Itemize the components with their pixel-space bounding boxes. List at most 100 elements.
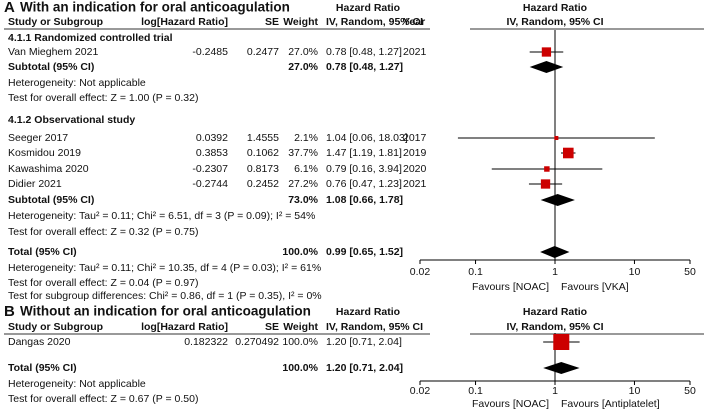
year: 2020 xyxy=(403,163,427,175)
row-label: Subtotal (95% CI) xyxy=(8,194,94,206)
pooled-diamond xyxy=(540,194,575,206)
x-tick-label: 50 xyxy=(684,266,696,278)
row-label: Test for overall effect: Z = 0.67 (P = 0… xyxy=(8,393,198,405)
study-marker xyxy=(544,166,550,172)
weight: 2.1% xyxy=(294,132,318,144)
row-label: Test for overall effect: Z = 0.04 (P = 0… xyxy=(8,277,198,289)
weight: 27.0% xyxy=(288,46,318,58)
weight: 73.0% xyxy=(288,194,318,206)
x-tick-label: 0.02 xyxy=(410,266,431,278)
ci-header: Hazard Ratio xyxy=(336,306,400,318)
x-tick-label: 1 xyxy=(552,385,558,397)
row-label: Test for overall effect: Z = 0.32 (P = 0… xyxy=(8,226,198,238)
column-header: IV, Random, 95% CI xyxy=(326,321,423,333)
year: 2021 xyxy=(403,46,427,58)
weight: 6.1% xyxy=(294,163,318,175)
pooled-diamond xyxy=(529,61,564,73)
ci-value: 0.79 [0.16, 3.94] xyxy=(326,163,402,175)
weight: 27.2% xyxy=(288,178,318,190)
row-label: 4.1.2 Observational study xyxy=(8,114,135,126)
se: 1.4555 xyxy=(247,132,279,144)
weight: 37.7% xyxy=(288,147,318,159)
ci-value: 1.47 [1.19, 1.81] xyxy=(326,147,402,159)
row-label: Kosmidou 2019 xyxy=(8,147,81,159)
column-header: SE xyxy=(265,16,279,28)
row-label: Heterogeneity: Tau² = 0.11; Chi² = 6.51,… xyxy=(8,210,315,222)
log-hr: 0.0392 xyxy=(196,132,228,144)
year: 2021 xyxy=(403,178,427,190)
weight: 100.0% xyxy=(282,246,318,258)
study-marker xyxy=(540,179,551,189)
row-label: Heterogeneity: Not applicable xyxy=(8,378,146,390)
year: 2017 xyxy=(403,132,427,144)
row-label: Van Mieghem 2021 xyxy=(8,46,98,58)
ci-value: 0.76 [0.47, 1.23] xyxy=(326,178,402,190)
x-tick-label: 10 xyxy=(629,266,641,278)
log-hr: 0.182322 xyxy=(184,336,228,348)
pooled-diamond xyxy=(543,362,580,374)
plot-subheader: IV, Random, 95% CI xyxy=(506,321,603,333)
column-header: log[Hazard Ratio] xyxy=(141,321,228,333)
column-header: Weight xyxy=(283,16,318,28)
ci-value: 0.78 [0.48, 1.27] xyxy=(326,46,402,58)
x-tick-label: 0.1 xyxy=(468,385,483,397)
row-label: Dangas 2020 xyxy=(8,336,71,348)
favours-left: Favours [NOAC] xyxy=(472,281,549,293)
se: 0.2452 xyxy=(247,178,279,190)
ci-value: 1.20 [0.71, 2.04] xyxy=(326,362,403,374)
x-tick-label: 50 xyxy=(684,385,696,397)
plot-subheader: IV, Random, 95% CI xyxy=(506,16,603,28)
study-marker xyxy=(554,135,559,141)
ci-value: 1.04 [0.06, 18.03] xyxy=(326,132,408,144)
x-tick-label: 0.02 xyxy=(410,385,431,397)
panel-letter: B xyxy=(4,303,15,320)
study-marker xyxy=(562,147,574,159)
x-tick-label: 0.1 xyxy=(468,266,483,278)
row-label: Didier 2021 xyxy=(8,178,62,190)
row-label: Heterogeneity: Not applicable xyxy=(8,77,146,89)
column-header: Study or Subgroup xyxy=(8,16,103,28)
row-label: Test for subgroup differences: Chi² = 0.… xyxy=(8,290,322,302)
row-label: Seeger 2017 xyxy=(8,132,68,144)
row-label: Total (95% CI) xyxy=(8,246,77,258)
row-label: Kawashima 2020 xyxy=(8,163,89,175)
plot-header: Hazard Ratio xyxy=(523,2,587,14)
row-label: 4.1.1 Randomized controlled trial xyxy=(8,32,173,44)
plot-header: Hazard Ratio xyxy=(523,306,587,318)
row-label: Total (95% CI) xyxy=(8,362,77,374)
ci-value: 1.08 [0.66, 1.78] xyxy=(326,194,403,206)
column-header: Weight xyxy=(283,321,318,333)
x-tick-label: 1 xyxy=(552,266,558,278)
column-header: Year xyxy=(403,16,425,28)
column-header: Study or Subgroup xyxy=(8,321,103,333)
panel-letter: A xyxy=(4,0,15,16)
panel-title: Without an indication for oral anticoagu… xyxy=(20,304,311,319)
log-hr: 0.3853 xyxy=(196,147,228,159)
study-marker xyxy=(553,334,570,350)
column-header: IV, Random, 95% CI xyxy=(326,16,423,28)
favours-right: Favours [Antiplatelet] xyxy=(561,398,660,410)
pooled-diamond xyxy=(540,246,570,258)
row-label: Subtotal (95% CI) xyxy=(8,61,94,73)
se: 0.1062 xyxy=(247,147,279,159)
column-header: log[Hazard Ratio] xyxy=(141,16,228,28)
weight: 27.0% xyxy=(288,61,318,73)
ci-value: 0.99 [0.65, 1.52] xyxy=(326,246,403,258)
x-tick-label: 10 xyxy=(629,385,641,397)
panel-title: With an indication for oral anticoagulat… xyxy=(20,0,290,15)
se: 0.270492 xyxy=(235,336,279,348)
favours-right: Favours [VKA] xyxy=(561,281,629,293)
log-hr: -0.2744 xyxy=(192,178,228,190)
year: 2019 xyxy=(403,147,427,159)
ci-header: Hazard Ratio xyxy=(336,2,400,14)
se: 0.2477 xyxy=(247,46,279,58)
ci-value: 0.78 [0.48, 1.27] xyxy=(326,61,403,73)
study-marker xyxy=(541,47,552,57)
row-label: Heterogeneity: Tau² = 0.11; Chi² = 10.35… xyxy=(8,262,321,274)
favours-left: Favours [NOAC] xyxy=(472,398,549,410)
se: 0.8173 xyxy=(247,163,279,175)
row-label: Test for overall effect: Z = 1.00 (P = 0… xyxy=(8,92,198,104)
column-header: SE xyxy=(265,321,279,333)
ci-value: 1.20 [0.71, 2.04] xyxy=(326,336,402,348)
